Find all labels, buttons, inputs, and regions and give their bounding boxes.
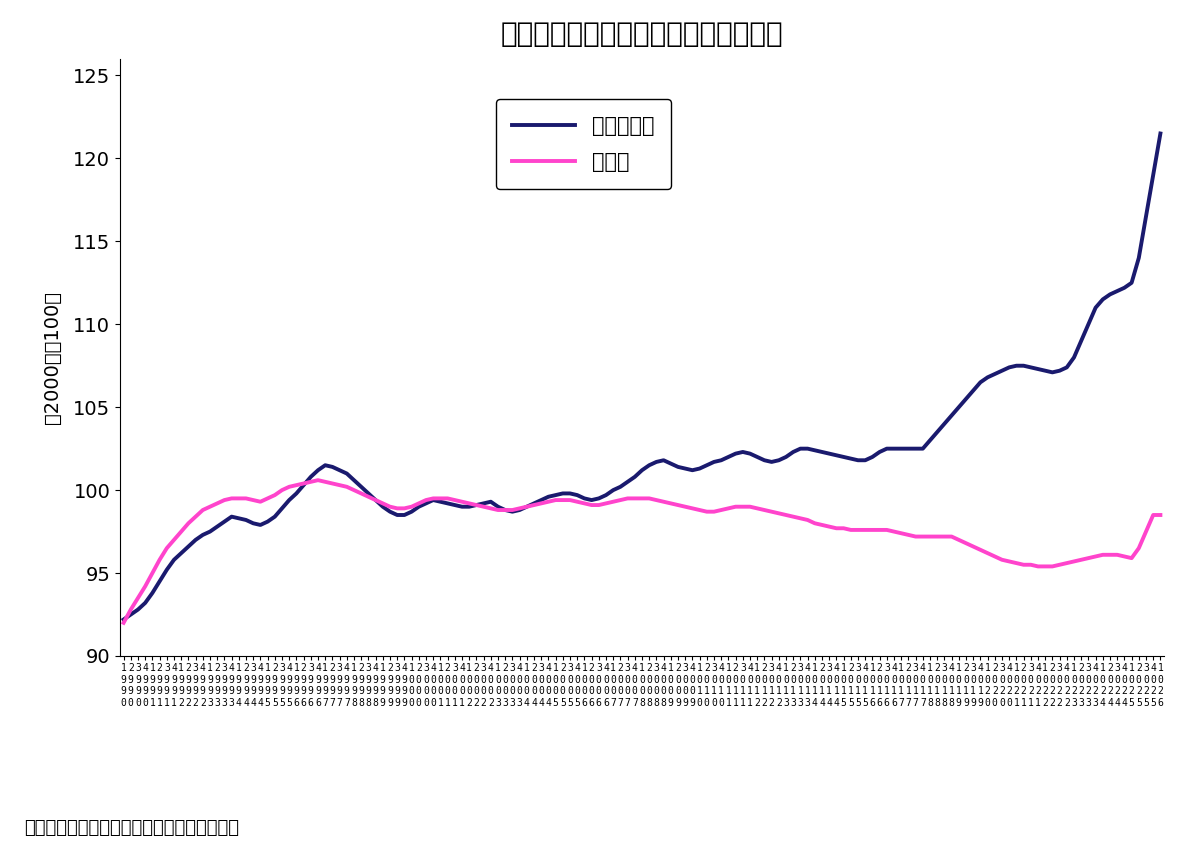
生活必需品 bbox=[167, 555, 181, 565]
Text: （出所）総務省より第一生命経済研究所作成: （出所）総務省より第一生命経済研究所作成 bbox=[24, 819, 239, 837]
贅沢品 bbox=[116, 618, 131, 628]
Y-axis label: （2000年＝100）: （2000年＝100） bbox=[43, 291, 62, 424]
生活必需品 bbox=[1081, 320, 1096, 330]
贅沢品 bbox=[167, 535, 181, 545]
贅沢品 bbox=[124, 605, 138, 615]
贅沢品 bbox=[311, 475, 325, 485]
贅沢品 bbox=[908, 532, 923, 542]
Legend: 生活必需品, 贅沢品: 生活必需品, 贅沢品 bbox=[496, 99, 671, 189]
Line: 生活必需品: 生活必需品 bbox=[124, 134, 1160, 620]
生活必需品 bbox=[930, 427, 944, 437]
生活必需品 bbox=[124, 610, 138, 620]
贅沢品 bbox=[1153, 510, 1168, 520]
贅沢品 bbox=[937, 532, 952, 542]
Title: 生活必需品とぜいたく品の消費者物価: 生活必需品とぜいたく品の消費者物価 bbox=[500, 20, 784, 48]
Line: 贅沢品: 贅沢品 bbox=[124, 480, 1160, 623]
贅沢品 bbox=[721, 503, 736, 513]
生活必需品 bbox=[116, 615, 131, 625]
生活必需品 bbox=[1153, 129, 1168, 139]
生活必需品 bbox=[714, 455, 728, 465]
生活必需品 bbox=[901, 443, 916, 453]
贅沢品 bbox=[1088, 552, 1103, 562]
